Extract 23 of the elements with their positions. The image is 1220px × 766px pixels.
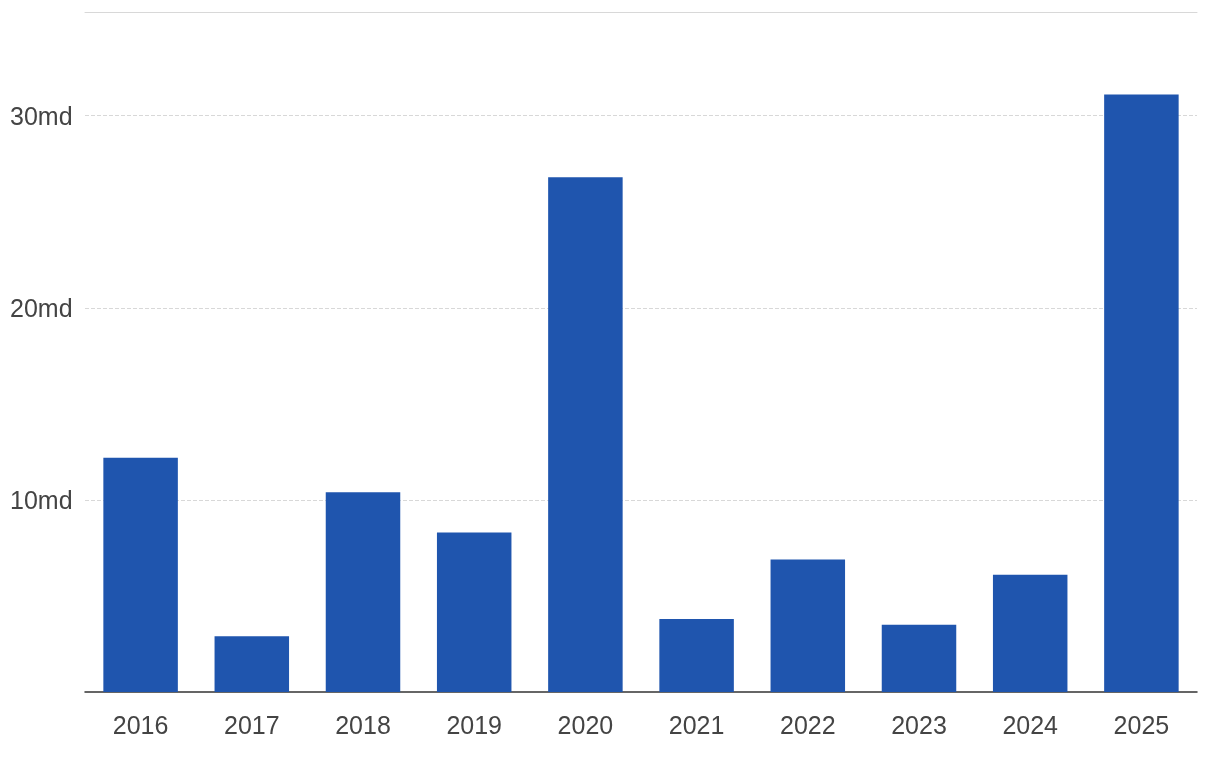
bar bbox=[436, 532, 512, 692]
bar bbox=[659, 619, 734, 692]
x-tick-label: 2016 bbox=[112, 710, 169, 739]
x-tick-label: 2018 bbox=[335, 710, 391, 739]
x-tick-label: 2022 bbox=[779, 710, 836, 739]
bar bbox=[770, 559, 846, 692]
x-tick-label: 2020 bbox=[557, 710, 614, 739]
y-tick-label: 20md bbox=[10, 293, 73, 322]
x-tick-label: 2017 bbox=[223, 710, 280, 739]
bar bbox=[548, 177, 623, 692]
bar bbox=[325, 492, 401, 692]
x-tick-label: 2023 bbox=[891, 710, 947, 739]
y-tick-label: 10md bbox=[10, 485, 73, 514]
x-tick-label: 2024 bbox=[1002, 710, 1059, 739]
bar bbox=[992, 574, 1068, 692]
x-tick-label: 2025 bbox=[1113, 710, 1170, 739]
bar bbox=[881, 624, 957, 692]
bar bbox=[103, 457, 178, 692]
y-tick-label: 30md bbox=[10, 101, 73, 130]
bar bbox=[214, 636, 290, 692]
bar bbox=[1104, 94, 1179, 692]
x-tick-label: 2021 bbox=[668, 710, 725, 739]
x-tick-label: 2019 bbox=[446, 710, 503, 739]
